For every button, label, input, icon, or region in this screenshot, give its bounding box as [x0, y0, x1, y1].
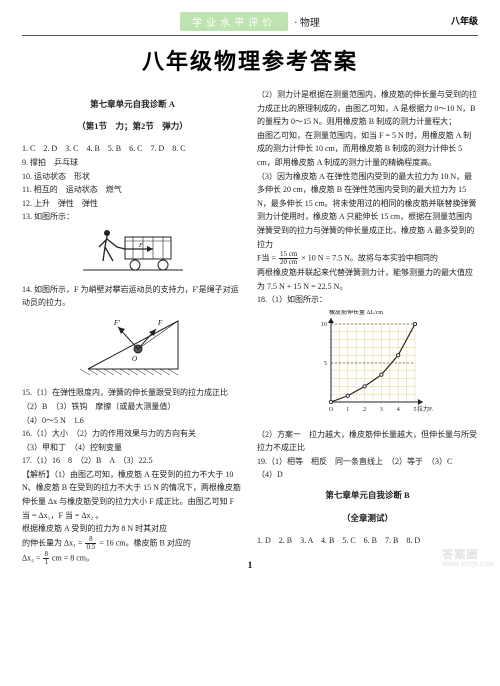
answer-line: （4）0～5 N 1.6	[22, 414, 243, 428]
svg-text:4: 4	[396, 407, 399, 413]
answer-line: 14. 如图所示，F 为峭壁对攀岩运动员的支持力，F′是绳子对运动员的拉力。	[22, 283, 243, 310]
denominator: 0.5	[85, 544, 96, 551]
banner-grade: 八年级	[451, 14, 478, 27]
answer-line: 13. 如图所示：	[22, 210, 243, 224]
figure-triangle: F F′ O	[22, 313, 243, 384]
watermark: 答案圈 WWW.MXQE.COM	[442, 546, 494, 568]
fraction: 8 0.5	[85, 536, 96, 551]
answer-line: 16.（1）大小 （2）力的作用效果与力的方向有关	[22, 427, 243, 441]
svg-text:1: 1	[346, 407, 349, 413]
svg-text:F: F	[138, 243, 143, 249]
answer-line: F当 = 15 cm 20 cm × 10 N = 7.5 N。故将与本实验中相…	[257, 251, 478, 266]
answer-line: （2）B （3）铁钩 摩擦（或最大测量值）	[22, 400, 243, 414]
frag: 的伸长量为 Δx₁ =	[22, 538, 84, 547]
watermark-main: 答案圈	[442, 549, 478, 561]
answer-line: 11. 相互的 运动状态 燃气	[22, 183, 243, 197]
svg-text:F: F	[157, 319, 163, 327]
header-banner: 学业水平评价 · 物理 八年级	[22, 12, 478, 31]
page-root: 学业水平评价 · 物理 八年级 八年级物理参考答案 第七章单元自我诊断 A （第…	[0, 0, 500, 574]
answer-line: 17.（1）16 8 （2）B A （3）22.5	[22, 454, 243, 468]
svg-text:10: 10	[321, 322, 327, 328]
fraction: 15 cm 20 cm	[279, 251, 298, 266]
answer-line: （4）D	[257, 468, 478, 482]
answer-line: 15.（1）在弹性限度内，弹簧的伸长量跟受到的拉力成正比	[22, 386, 243, 400]
answer-line: （2）测力计是根据在测量范围内，橡皮筋的伸长量与受到的拉力成正比的原理制成的，由…	[257, 88, 478, 129]
answer-line: 由图乙可知，在测量范围内，如当 F = 5 N 时，用橡皮筋 A 制成的测力计伸…	[257, 129, 478, 170]
banner-subject: · 物理	[294, 14, 320, 29]
answer-line: 12. 上升 弹性 弹性	[22, 197, 243, 211]
answer-line: 根据橡皮筋 A 受到的拉力为 8 N 时其对应	[22, 522, 243, 536]
answer-line: 19.（1）相等 相反 同一条直线上 （2）等于 （3）C	[257, 455, 478, 469]
svg-text:F′: F′	[113, 319, 120, 327]
frag: × 10 N = 7.5 N。故将与本实验中相同的	[301, 253, 438, 262]
answer-line: 1. C 2. D 3. C 4. B 5. B 6. C 7. D 8. C	[22, 142, 243, 156]
svg-text:O: O	[132, 355, 137, 363]
answer-line: 10. 运动状态 形状	[22, 170, 243, 184]
svg-text:2: 2	[363, 407, 366, 413]
main-title: 八年级物理参考答案	[22, 44, 478, 76]
svg-text:O: O	[328, 407, 333, 413]
answer-line: 18.（1）如图所示：	[257, 293, 478, 307]
frag: F当 =	[257, 253, 278, 262]
section-b-title: 第七章单元自我诊断 B	[257, 488, 478, 502]
header-rule	[22, 35, 478, 36]
svg-text:橡皮筋伸长量 ΔL/cm: 橡皮筋伸长量 ΔL/cm	[329, 310, 383, 316]
answer-line: 的伸长量为 Δx₁ = 8 0.5 = 16 cm。橡皮筋 B 对应的	[22, 536, 243, 551]
frag: = 16 cm。橡皮筋 B 对应的	[99, 538, 191, 547]
answer-line: 9. 撑拍 乒乓球	[22, 156, 243, 170]
columns: 第七章单元自我诊断 A （第1节 力；第2节 弹力） 1. C 2. D 3. …	[22, 88, 478, 566]
answer-line: 两根橡皮筋并联起来代替弹簧测力计，能够测量力的最大值应为 7.5 N + 15 …	[257, 266, 478, 293]
svg-text:拉力F/N: 拉力F/N	[417, 405, 433, 413]
right-column: （2）测力计是根据在测量范围内，橡皮筋的伸长量与受到的拉力成正比的原理制成的，由…	[257, 88, 478, 566]
answer-line: （3）因为橡皮筋 A 在弹性范围内受到的最大拉力为 10 N，最多伸长 20 c…	[257, 170, 478, 252]
answer-line: 【解析】（1）由图乙可知，橡皮筋 A 在受到的拉力不大于 10 N、橡皮筋 B …	[22, 468, 243, 522]
svg-text:5: 5	[324, 361, 327, 367]
svg-text:3: 3	[379, 407, 382, 413]
answer-line: （2）方案一 拉力越大，橡皮筋伸长量越大，但伸长量与所受拉力不成正比	[257, 428, 478, 455]
figure-chart: O12345510拉力F/N橡皮筋伸长量 ΔL/cm	[257, 310, 478, 425]
banner-badge: 学业水平评价	[180, 12, 288, 31]
denominator: 20 cm	[279, 259, 298, 266]
watermark-sub: WWW.MXQE.COM	[442, 562, 494, 568]
page-number: 1	[0, 560, 500, 570]
answer-line: （3）甲和丁 （4）控制变量	[22, 441, 243, 455]
section-a-subtitle: （第1节 力；第2节 弹力）	[22, 119, 243, 133]
left-column: 第七章单元自我诊断 A （第1节 力；第2节 弹力） 1. C 2. D 3. …	[22, 88, 243, 566]
section-b-subtitle: （全章测试）	[257, 511, 478, 525]
figure-cart: F	[22, 227, 243, 280]
section-a-title: 第七章单元自我诊断 A	[22, 97, 243, 111]
